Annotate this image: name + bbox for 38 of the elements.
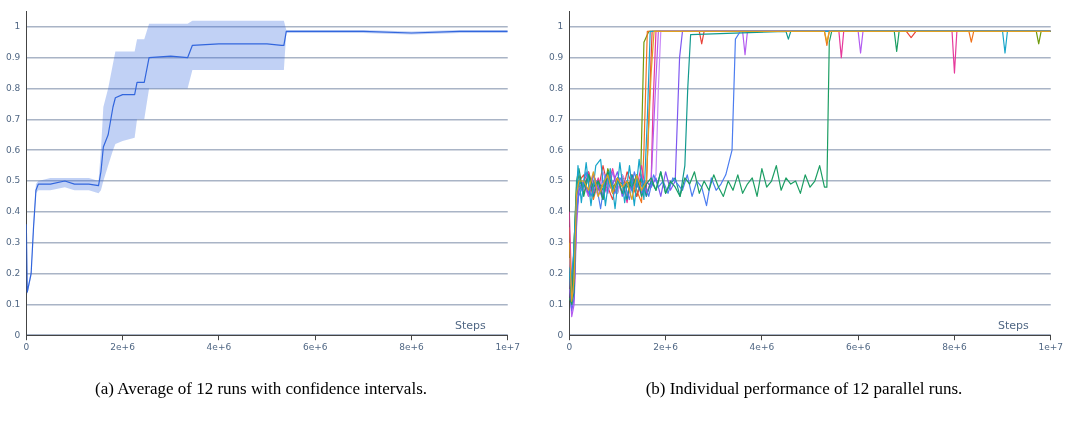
x-tick-label: 4e+6 — [206, 341, 232, 352]
y-tick-label: 0.3 — [548, 237, 564, 248]
x-axis-title: Steps — [454, 318, 486, 332]
y-tick-label: 0.4 — [5, 206, 21, 217]
y-tick-label: 1 — [557, 21, 564, 32]
y-tick-label: 0.6 — [548, 144, 564, 155]
x-tick-label: 1e+7 — [495, 341, 520, 352]
y-tick-label: 0.9 — [548, 52, 564, 62]
x-tick-label: 1e+7 — [1038, 341, 1063, 352]
x-tick-label: 0 — [566, 341, 573, 352]
x-tick-label: 0 — [23, 341, 30, 352]
y-tick-label: 0.2 — [548, 267, 564, 278]
x-tick-label: 2e+6 — [653, 341, 679, 352]
text: (a) Average of 12 runs with confidence intervals. — [94, 379, 428, 399]
y-tick-label: 0.6 — [5, 144, 21, 155]
y-tick-label: 0.1 — [548, 298, 564, 309]
x-axis-title: Steps — [997, 318, 1029, 332]
x-tick-label: 8e+6 — [399, 341, 424, 352]
y-tick-label: 0.4 — [548, 206, 564, 217]
y-tick-label: 0.7 — [5, 113, 21, 124]
y-tick-label: 0 — [557, 329, 564, 340]
y-tick-label: 0.2 — [5, 267, 21, 278]
x-tick-label: 2e+6 — [110, 341, 136, 352]
y-tick-label: 1 — [14, 21, 21, 32]
y-tick-label: 0.8 — [548, 82, 564, 93]
x-tick-label: 8e+6 — [942, 341, 967, 352]
y-tick-label: 0.1 — [5, 298, 21, 309]
x-tick-label: 6e+6 — [302, 341, 328, 352]
y-tick-label: 0.8 — [5, 82, 21, 93]
y-tick-label: 0.3 — [5, 237, 21, 248]
x-tick-label: 4e+6 — [749, 341, 775, 352]
y-tick-label: 0.5 — [5, 175, 21, 186]
y-tick-label: 0.7 — [548, 113, 564, 124]
y-tick-label: 0 — [14, 329, 21, 340]
text: (b) Individual performance of 12 parallel runs. — [644, 379, 964, 399]
x-tick-label: 6e+6 — [845, 341, 871, 352]
y-tick-label: 0.9 — [5, 52, 21, 62]
y-tick-label: 0.5 — [548, 175, 564, 186]
